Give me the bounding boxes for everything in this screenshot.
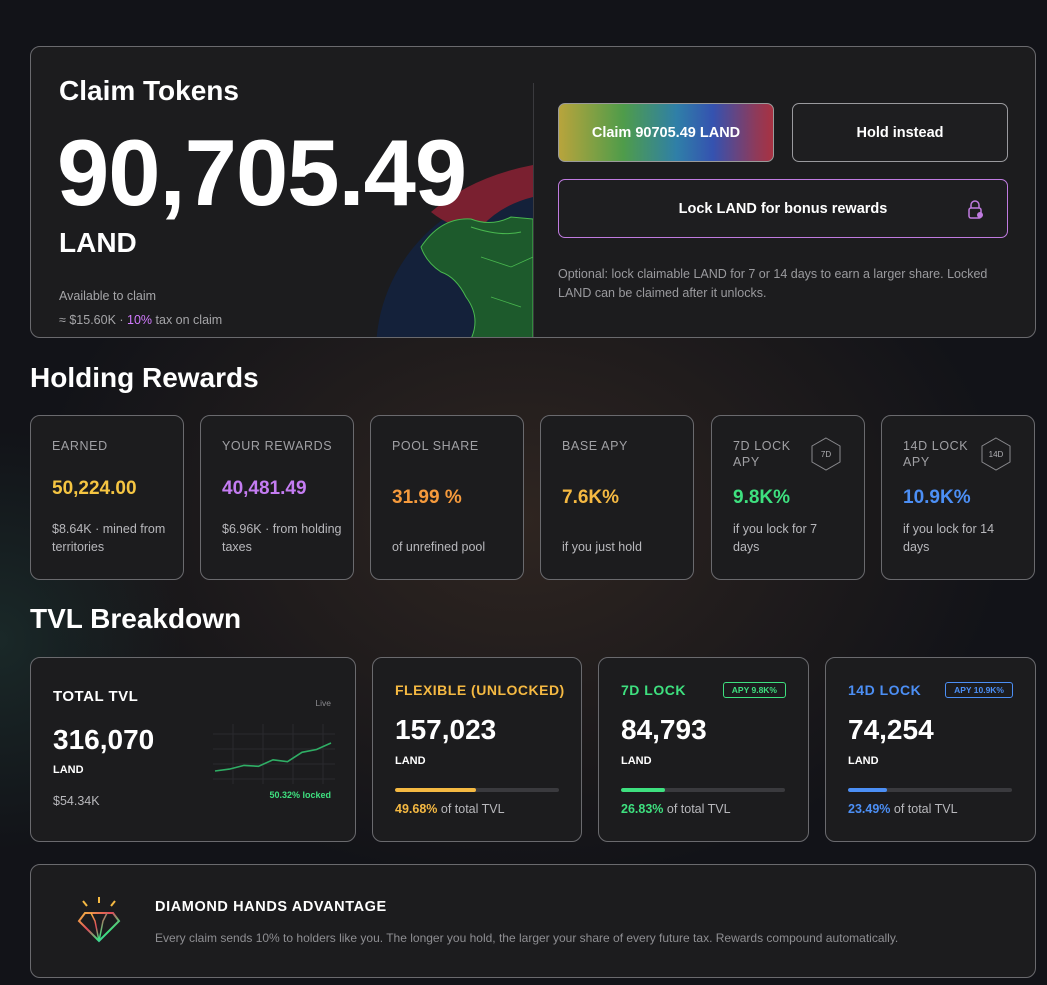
hexagon-7d-icon: 7D — [811, 437, 841, 471]
card-value: 9.8K% — [733, 487, 791, 508]
share-suffix: of total TVL — [890, 802, 958, 816]
live-label: Live — [315, 698, 331, 708]
lock-icon — [968, 200, 983, 219]
flexible-progress-fill — [395, 788, 477, 792]
card-value: 40,481.49 — [222, 478, 307, 499]
flexible-unit: LAND — [395, 755, 426, 767]
claim-usd-tax: ≈ $15.60K · 10% tax on claim — [59, 313, 222, 327]
7d-share: 26.83% of total TVL — [621, 802, 731, 816]
card-value: 31.99 % — [392, 487, 462, 508]
base-apy-card: BASE APY 7.6K% if you just hold — [540, 415, 694, 580]
available-label: Available to claim — [59, 289, 157, 303]
share-suffix: of total TVL — [437, 802, 505, 816]
card-subtext: if you just hold — [562, 540, 642, 554]
7d-apy-badge: APY 9.8K% — [722, 682, 786, 698]
14d-share: 23.49% of total TVL — [848, 802, 958, 816]
flexible-value: 157,023 — [395, 714, 497, 745]
card-label: YOUR REWARDS — [222, 439, 333, 453]
7d-progress-bar — [621, 788, 785, 792]
claim-unit: LAND — [59, 227, 137, 258]
claim-title: Claim Tokens — [59, 75, 239, 106]
14d-apy-badge: APY 10.9K% — [945, 682, 1013, 698]
hold-instead-button[interactable]: Hold instead — [792, 103, 1008, 162]
share-percent: 26.83% — [621, 802, 664, 816]
14d-lock-apy-card: 14D LOCK APY 14D 10.9K% if you lock for … — [881, 415, 1035, 580]
share-percent: 23.49% — [848, 802, 891, 816]
card-label: EARNED — [52, 439, 108, 453]
7d-lock-tvl-card: 7D LOCK APY 9.8K% 84,793 LAND 26.83% of … — [598, 657, 809, 842]
flexible-share: 49.68% of total TVL — [395, 802, 505, 816]
7d-lock-value: 84,793 — [621, 714, 707, 745]
14d-progress-fill — [848, 788, 887, 792]
earned-card: EARNED 50,224.00 $8.64K · mined from ter… — [30, 415, 184, 580]
diamond-hands-panel: DIAMOND HANDS ADVANTAGE Every claim send… — [30, 864, 1036, 978]
lock-note: Optional: lock claimable LAND for 7 or 1… — [558, 267, 988, 300]
card-label: 14D LOCK APY — [903, 439, 969, 469]
divider — [533, 83, 534, 337]
7d-progress-fill — [621, 788, 665, 792]
card-label: 7D LOCK APY — [733, 439, 791, 469]
your-rewards-card: YOUR REWARDS 40,481.49 $6.96K · from hol… — [200, 415, 354, 580]
flexible-progress-bar — [395, 788, 559, 792]
total-tvl-value: 316,070 — [53, 724, 155, 755]
card-value: 10.9K% — [903, 487, 971, 508]
tvl-breakdown-title: TVL Breakdown — [30, 603, 242, 634]
14d-lock-label: 14D LOCK — [848, 682, 922, 698]
total-tvl-unit: LAND — [53, 764, 84, 776]
tax-percent: 10% — [127, 313, 153, 327]
usd-value: ≈ $15.60K · — [59, 313, 128, 327]
pool-share-card: POOL SHARE 31.99 % of unrefined pool — [370, 415, 524, 580]
flexible-label: FLEXIBLE (UNLOCKED) — [395, 682, 565, 698]
card-subtext: $6.96K · from holding taxes — [222, 522, 342, 554]
tax-suffix: tax on claim — [152, 313, 223, 327]
card-label: POOL SHARE — [392, 439, 479, 453]
lock-land-button[interactable]: Lock LAND for bonus rewards — [558, 179, 1008, 238]
flexible-tvl-card: FLEXIBLE (UNLOCKED) 157,023 LAND 49.68% … — [372, 657, 582, 842]
card-value: 50,224.00 — [52, 478, 137, 499]
total-tvl-card: TOTAL TVL 316,070 LAND $54.34K Live 50.3… — [30, 657, 356, 842]
card-subtext: of unrefined pool — [392, 540, 486, 554]
diamond-description: Every claim sends 10% to holders like yo… — [155, 931, 899, 945]
7d-lock-apy-card: 7D LOCK APY 7D 9.8K% if you lock for 7 d… — [711, 415, 865, 580]
holding-rewards-title: Holding Rewards — [30, 362, 259, 393]
globe-illustration — [376, 165, 533, 337]
14d-lock-tvl-card: 14D LOCK APY 10.9K% 74,254 LAND 23.49% o… — [825, 657, 1036, 842]
14d-lock-unit: LAND — [848, 755, 879, 767]
claim-amount: 90,705.49 — [57, 120, 467, 225]
7d-lock-label: 7D LOCK — [621, 682, 686, 698]
7d-lock-unit: LAND — [621, 755, 652, 767]
share-percent: 49.68% — [395, 802, 438, 816]
card-subtext: if you lock for 7 days — [733, 522, 818, 554]
14d-progress-bar — [848, 788, 1012, 792]
tvl-sparkline — [213, 724, 335, 784]
lock-button-label: Lock LAND for bonus rewards — [678, 200, 888, 217]
claim-button[interactable]: Claim 90705.49 LAND — [558, 103, 774, 162]
total-tvl-usd: $54.34K — [53, 794, 100, 808]
diamond-icon — [77, 897, 121, 943]
sparkline-series — [214, 742, 332, 772]
diamond-title: DIAMOND HANDS ADVANTAGE — [155, 899, 387, 915]
card-subtext: $8.64K · mined from territories — [52, 522, 166, 554]
badge-label: 14D — [989, 450, 1004, 459]
card-subtext: if you lock for 14 days — [903, 522, 995, 554]
card-label: BASE APY — [562, 439, 628, 453]
card-value: 7.6K% — [562, 487, 620, 508]
hexagon-14d-icon: 14D — [981, 437, 1011, 471]
claim-panel: Claim Tokens 90,705.49 LAND Available to… — [30, 46, 1036, 338]
locked-percent: 50.32% locked — [269, 790, 331, 800]
badge-label: 7D — [821, 450, 831, 459]
14d-lock-value: 74,254 — [848, 714, 934, 745]
total-tvl-label: TOTAL TVL — [53, 688, 139, 705]
share-suffix: of total TVL — [663, 802, 731, 816]
